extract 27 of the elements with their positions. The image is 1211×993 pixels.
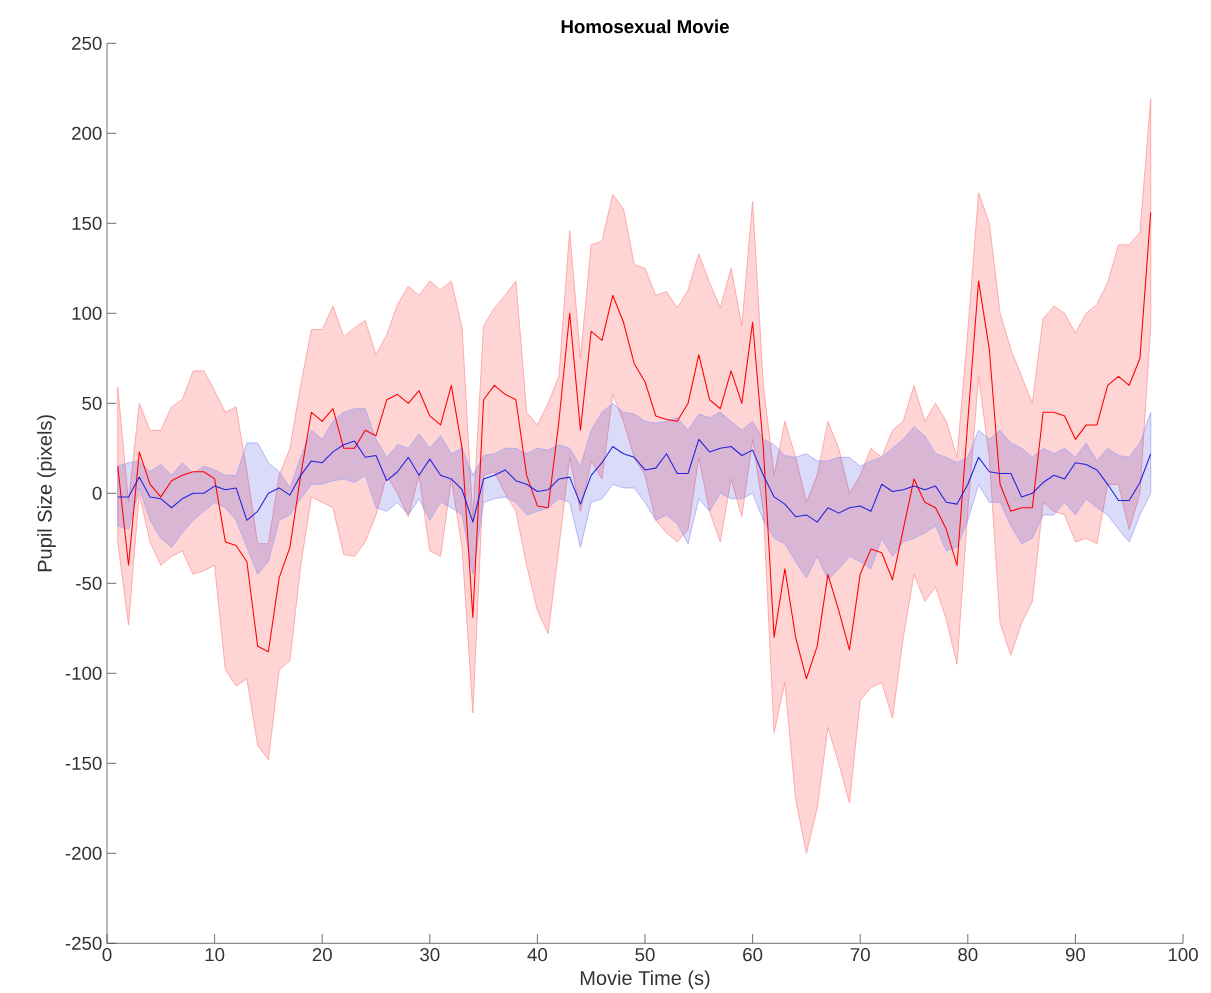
- x-tick-label: 40: [527, 947, 548, 962]
- y-tick-label: -100: [65, 666, 102, 680]
- chart-title: Homosexual Movie: [561, 19, 729, 34]
- x-axis-title: Movie Time (s): [580, 970, 710, 989]
- x-tick-label: 100: [1168, 947, 1198, 962]
- y-tick-label: 200: [72, 126, 102, 140]
- x-tick-label: 90: [1065, 947, 1086, 962]
- line-series: [117, 211, 1152, 680]
- y-tick-label: -250: [65, 936, 102, 950]
- y-tick-label: 50: [82, 396, 102, 410]
- y-tick-label: -50: [76, 576, 102, 590]
- x-tick-label: 80: [958, 947, 978, 962]
- y-tick-label: 150: [72, 216, 102, 230]
- y-tick-label: 0: [92, 486, 102, 500]
- y-tick-label: 250: [72, 36, 102, 50]
- y-axis-title: Pupil Size (pixels): [37, 414, 56, 571]
- x-tick-label: 0: [102, 947, 112, 962]
- x-tick-label: 60: [743, 947, 763, 962]
- y-tick-label: 100: [72, 306, 102, 320]
- line-series: [117, 438, 1152, 523]
- x-tick-label: 50: [635, 947, 655, 962]
- x-tick-label: 70: [850, 947, 870, 962]
- x-tick-label: 20: [312, 947, 332, 962]
- y-tick-label: -150: [65, 756, 102, 770]
- x-tick-label: 10: [205, 947, 225, 962]
- x-tick-label: 30: [420, 947, 440, 962]
- y-tick-label: -200: [65, 846, 102, 860]
